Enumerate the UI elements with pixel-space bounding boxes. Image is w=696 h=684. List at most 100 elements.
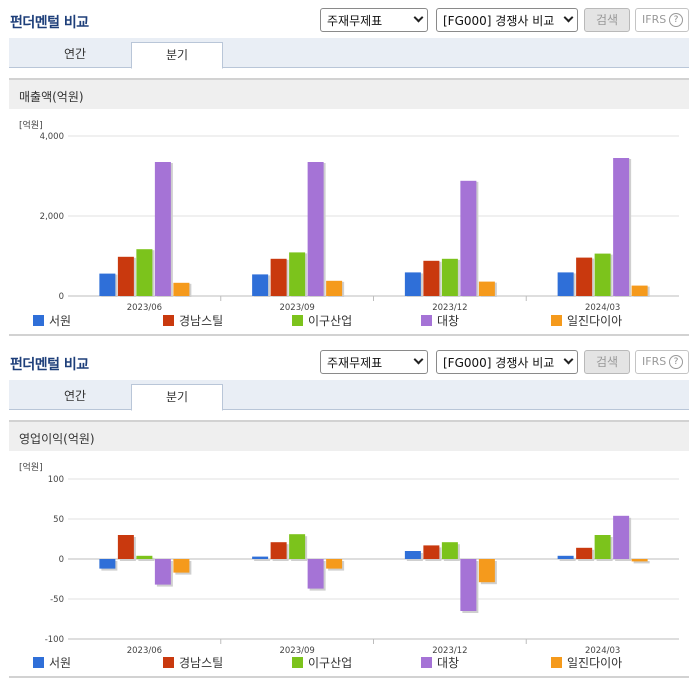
ifrs-button[interactable]: IFRS ? bbox=[635, 350, 689, 374]
y-tick-label: 4,000 bbox=[40, 132, 64, 142]
bar bbox=[307, 559, 324, 589]
compare-select[interactable]: [FG000] 경쟁사 비교 bbox=[436, 350, 578, 374]
operating-profit-bar-chart: -100 -50 0 50 100 2023/06 2023/09 2023/12 2024/0… bbox=[45, 475, 679, 656]
legend-swatch bbox=[33, 315, 44, 326]
bar-shadow bbox=[559, 557, 576, 561]
compare-select-value: [FG000] 경쟁사 비교 bbox=[443, 14, 555, 28]
chart-subtitle-bar: 매출액(억원) bbox=[9, 78, 689, 109]
bar bbox=[173, 559, 190, 573]
ifrs-label: IFRS bbox=[642, 13, 667, 26]
compare-select[interactable]: [FG000] 경쟁사 비교 bbox=[436, 8, 578, 32]
bar bbox=[307, 162, 324, 296]
search-button[interactable]: 검색 bbox=[584, 350, 630, 374]
compare-select-value: [FG000] 경쟁사 비교 bbox=[443, 356, 555, 370]
bar bbox=[594, 253, 611, 296]
legend-label: 대창 bbox=[437, 656, 460, 670]
bar bbox=[631, 285, 648, 296]
legend-item[interactable]: 이구산업 bbox=[292, 654, 352, 671]
bar bbox=[136, 555, 153, 559]
ifrs-label: IFRS bbox=[642, 355, 667, 368]
y-tick-label: 0 bbox=[59, 555, 64, 565]
bar bbox=[613, 158, 630, 296]
x-tick-label: 2023/12 bbox=[432, 303, 467, 313]
legend-item[interactable]: 일진다이아 bbox=[551, 654, 622, 671]
ifrs-button[interactable]: IFRS ? bbox=[635, 8, 689, 32]
y-tick-label: 2,000 bbox=[40, 212, 64, 222]
statement-select[interactable]: 주재무제표 bbox=[320, 8, 428, 32]
legend-swatch bbox=[292, 657, 303, 668]
legend-item[interactable]: 대창 bbox=[421, 654, 459, 671]
x-tick-label: 2024/03 bbox=[585, 303, 620, 313]
x-tick-label: 2024/03 bbox=[585, 646, 620, 656]
bar bbox=[423, 260, 440, 296]
revenue-bar-chart: 0 2,000 4,000 2023/06 2023/09 2023/12 2024/03 bbox=[40, 132, 679, 313]
fundamental-panel-revenue: 펀더멘털 비교 주재무제표 [FG000] 경쟁사 비교 검색 IFRS ? 연… bbox=[0, 0, 696, 336]
legend-item[interactable]: 대창 bbox=[421, 312, 459, 329]
period-tabs: 연간 분기 bbox=[9, 38, 689, 69]
y-tick-label: -100 bbox=[45, 635, 64, 645]
legend-item[interactable]: 이구산업 bbox=[292, 312, 352, 329]
bar-shadow bbox=[633, 561, 650, 564]
bar bbox=[576, 547, 593, 559]
bar bbox=[173, 282, 190, 296]
chart-legend: 서원 경남스틸 이구산업 대창 일진다이아 bbox=[0, 654, 696, 672]
tab-quarterly[interactable]: 분기 bbox=[131, 384, 223, 411]
bar bbox=[270, 258, 287, 296]
divider bbox=[9, 334, 689, 336]
bar-shadow bbox=[138, 557, 155, 561]
bar bbox=[252, 274, 269, 296]
chart-legend: 서원 경남스틸 이구산업 대창 일진다이아 bbox=[0, 312, 696, 330]
divider bbox=[9, 676, 689, 678]
y-axis-unit: [억원] bbox=[19, 463, 43, 473]
bar bbox=[326, 559, 343, 569]
period-tabs: 연간 분기 bbox=[9, 380, 689, 411]
bar bbox=[289, 534, 306, 559]
statement-select-value: 주재무제표 bbox=[327, 14, 383, 28]
x-tick-label: 2023/09 bbox=[279, 303, 314, 313]
bar bbox=[423, 545, 440, 559]
legend-swatch bbox=[551, 315, 562, 326]
legend-item[interactable]: 경남스틸 bbox=[163, 312, 223, 329]
legend-swatch bbox=[33, 657, 44, 668]
bar bbox=[631, 559, 648, 562]
bar bbox=[154, 162, 171, 296]
legend-swatch bbox=[163, 657, 174, 668]
bar bbox=[270, 542, 287, 559]
help-icon[interactable]: ? bbox=[669, 13, 683, 27]
panel-title: 펀더멘털 비교 bbox=[10, 15, 89, 31]
legend-swatch bbox=[551, 657, 562, 668]
bar bbox=[404, 551, 421, 559]
legend-item[interactable]: 서원 bbox=[33, 312, 71, 329]
legend-swatch bbox=[163, 315, 174, 326]
bar bbox=[289, 252, 306, 296]
bar bbox=[404, 272, 421, 296]
bar bbox=[154, 559, 171, 585]
y-tick-label: 100 bbox=[48, 475, 64, 485]
bar-shadow bbox=[254, 558, 271, 561]
bar bbox=[99, 273, 116, 296]
legend-label: 일진다이아 bbox=[567, 314, 623, 328]
y-tick-label: -50 bbox=[50, 595, 64, 605]
tab-annual[interactable]: 연간 bbox=[63, 47, 87, 61]
legend-label: 서원 bbox=[49, 656, 72, 670]
panel-title: 펀더멘털 비교 bbox=[10, 357, 89, 373]
legend-label: 경남스틸 bbox=[179, 656, 224, 670]
legend-swatch bbox=[292, 315, 303, 326]
bar bbox=[478, 559, 495, 583]
y-axis-unit: [억원] bbox=[19, 121, 43, 131]
chart-subtitle-bar: 영업이익(억원) bbox=[9, 420, 689, 451]
bar bbox=[594, 535, 611, 559]
tab-quarterly[interactable]: 분기 bbox=[131, 42, 223, 69]
tab-annual[interactable]: 연간 bbox=[63, 389, 87, 403]
bar bbox=[441, 258, 458, 296]
legend-item[interactable]: 서원 bbox=[33, 654, 71, 671]
legend-item[interactable]: 경남스틸 bbox=[163, 654, 223, 671]
fundamental-panel-operating-profit: 펀더멘털 비교 주재무제표 [FG000] 경쟁사 비교 검색 IFRS ? 연… bbox=[0, 342, 696, 684]
search-button[interactable]: 검색 bbox=[584, 8, 630, 32]
x-tick-label: 2023/06 bbox=[127, 646, 162, 656]
legend-item[interactable]: 일진다이아 bbox=[551, 312, 622, 329]
bar bbox=[557, 272, 574, 296]
statement-select[interactable]: 주재무제표 bbox=[320, 350, 428, 374]
help-icon[interactable]: ? bbox=[669, 355, 683, 369]
panel-header: 펀더멘털 비교 주재무제표 [FG000] 경쟁사 비교 검색 IFRS ? bbox=[0, 0, 696, 38]
